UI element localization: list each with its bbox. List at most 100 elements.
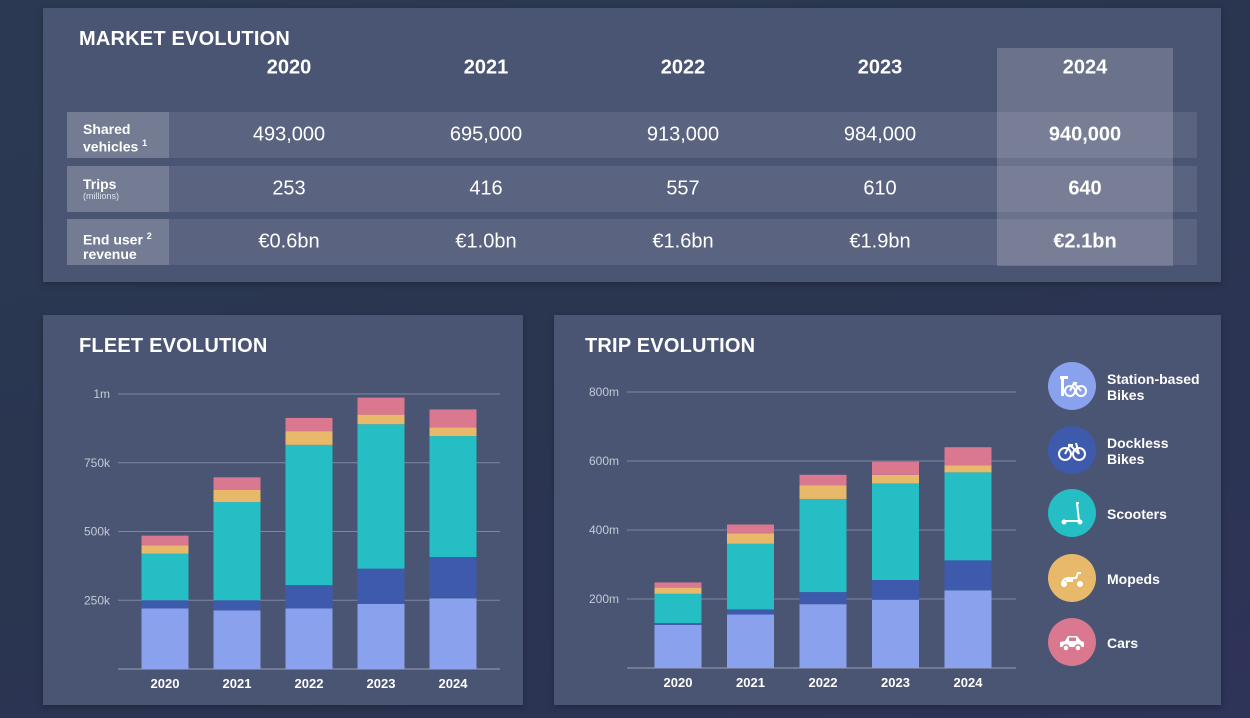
y-tick-label: 500k: [84, 525, 111, 539]
year-header: 2020: [266, 56, 312, 79]
legend-label: Cars: [1107, 635, 1217, 651]
bar-segment: [429, 409, 477, 428]
bar-segment: [944, 465, 992, 473]
legend-label-text: Cars: [1107, 635, 1139, 651]
table-row: [67, 166, 1197, 212]
bar-segment: [213, 610, 261, 669]
bar-segment: [429, 598, 477, 669]
bar-segment: [141, 600, 189, 609]
bar-segment: [357, 397, 405, 415]
bar-segment: [944, 447, 992, 466]
table-row: [67, 219, 1197, 265]
bar-segment: [944, 560, 992, 591]
trip-chart-title: TRIP EVOLUTION: [585, 335, 756, 357]
footnote-marker: 2: [146, 231, 152, 241]
legend-swatch: [1048, 618, 1096, 666]
table-cell: 493,000: [252, 123, 326, 146]
legend-item: Cars: [1048, 618, 1218, 668]
dockless-bike-icon: [1058, 442, 1086, 461]
footnote-marker: 1: [142, 138, 148, 148]
table-row: [67, 112, 1197, 158]
bar-segment: [213, 477, 261, 490]
bar-segment: [654, 624, 702, 668]
bar-segment: [727, 614, 774, 668]
bar-segment: [872, 580, 919, 600]
bar-segment: [872, 461, 919, 475]
bar-segment: [357, 568, 405, 604]
bar-segment: [213, 600, 261, 611]
bar-segment: [799, 592, 847, 605]
bar-segment: [654, 623, 702, 625]
legend-swatch: [1048, 362, 1096, 410]
bar-segment: [141, 553, 189, 601]
legend-item: Scooters: [1048, 489, 1218, 539]
legend-swatch: [1048, 554, 1096, 602]
market-evolution-panel: MARKET EVOLUTION 2020 2021 2022 2023 202…: [43, 8, 1221, 282]
bar-segment: [872, 483, 919, 581]
y-tick-label: 1m: [93, 387, 110, 401]
table-cell: €1.0bn: [455, 230, 517, 253]
bar-segment: [285, 444, 333, 586]
legend-label-text: Bikes: [1107, 387, 1145, 403]
table-cell: €2.1bn: [1053, 230, 1117, 253]
fleet-chart-title: FLEET EVOLUTION: [79, 335, 268, 357]
bar-segment: [141, 545, 189, 554]
table-cell: 557: [666, 177, 700, 200]
row-label-trips: Trips (millions): [67, 166, 169, 212]
highlight-column-2024: [997, 48, 1173, 266]
bar-segment: [429, 427, 477, 437]
y-tick-label: 200m: [589, 592, 619, 606]
table-cell: 913,000: [646, 123, 720, 146]
legend-item: Station-based Bikes: [1048, 362, 1218, 412]
bar-segment: [654, 582, 702, 588]
x-tick-label: 2022: [809, 675, 838, 690]
table-cell: €0.6bn: [258, 230, 320, 253]
bar-segment: [285, 431, 333, 445]
year-header: 2023: [857, 56, 903, 79]
x-tick-label: 2020: [664, 675, 693, 690]
row-label-text: End user: [83, 231, 143, 248]
y-tick-label: 800m: [589, 385, 619, 399]
bar-segment: [141, 608, 189, 669]
y-tick-label: 250k: [84, 593, 111, 607]
fleet-evolution-panel: FLEET EVOLUTION 250k 500k 750k 1m 2020 2021 20…: [43, 315, 523, 705]
bar-segment: [872, 599, 919, 668]
legend-label-text: Mopeds: [1107, 571, 1160, 587]
bar-segment: [285, 417, 333, 432]
legend-label: Mopeds: [1107, 571, 1217, 587]
table-cell: 610: [863, 177, 897, 200]
bar-segment: [213, 502, 261, 601]
y-tick-label: 600m: [589, 454, 619, 468]
x-tick-label: 2021: [736, 675, 765, 690]
table-cell: 940,000: [1048, 123, 1122, 146]
legend-label: Station-based Bikes: [1107, 371, 1217, 403]
bar-segment: [799, 474, 847, 486]
bar-segment: [141, 535, 189, 546]
bar-segment: [357, 603, 405, 669]
trip-evolution-panel: TRIP EVOLUTION 200m 400m 600m 800m 2020 2021 2…: [554, 315, 1221, 705]
row-label-shared-vehicles: Shared vehicles 1: [67, 112, 169, 158]
row-label-end-user-revenue: End user 2 revenue: [67, 219, 169, 265]
row-label-subtext: (millions): [83, 191, 119, 201]
row-label-text: revenue: [83, 245, 137, 262]
bar-segment: [357, 414, 405, 425]
year-header: 2022: [660, 56, 706, 79]
table-cell: 253: [272, 177, 306, 200]
bar-segment: [429, 436, 477, 558]
y-tick-label: 400m: [589, 523, 619, 537]
bar-segment: [727, 609, 774, 615]
bar-segment: [727, 543, 774, 610]
bar-segment: [654, 587, 702, 594]
legend-label: Scooters: [1107, 506, 1217, 522]
legend-label-text: Station-based: [1107, 371, 1200, 387]
legend-swatch: [1048, 489, 1096, 537]
row-label-text: Trips: [83, 176, 117, 192]
bar-segment: [213, 489, 261, 503]
fleet-bar-chart: 250k 500k 750k 1m 2020 2021 2022 2023 2024: [84, 387, 500, 691]
bar-segment: [285, 585, 333, 609]
legend-label-text: Scooters: [1107, 506, 1167, 522]
table-cell: 695,000: [449, 123, 523, 146]
bar-segment: [799, 485, 847, 499]
y-tick-label: 750k: [84, 456, 111, 470]
legend-label: Dockless Bikes: [1107, 435, 1217, 467]
